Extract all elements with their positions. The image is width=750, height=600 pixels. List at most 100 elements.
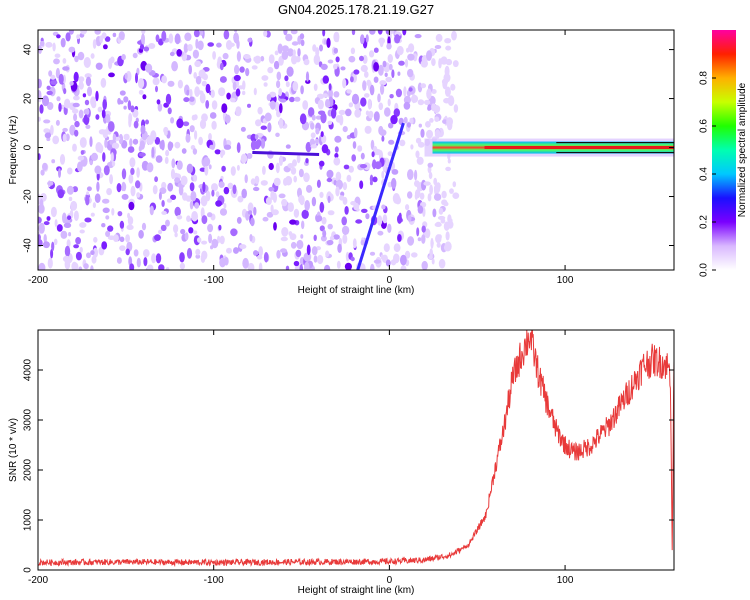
noise-speckle bbox=[47, 181, 54, 186]
noise-speckle bbox=[121, 54, 126, 61]
spectrogram-noise bbox=[38, 30, 460, 270]
noise-speckle bbox=[199, 92, 206, 104]
noise-speckle bbox=[145, 119, 149, 125]
noise-speckle bbox=[86, 186, 92, 192]
noise-speckle bbox=[260, 138, 266, 149]
noise-speckle bbox=[417, 99, 425, 106]
noise-speckle bbox=[63, 222, 72, 228]
noise-speckle bbox=[174, 141, 181, 149]
noise-speckle bbox=[397, 234, 402, 242]
noise-speckle bbox=[119, 245, 126, 252]
noise-speckle bbox=[117, 211, 123, 217]
noise-speckle bbox=[326, 239, 334, 246]
noise-speckle bbox=[90, 265, 94, 270]
noise-speckle bbox=[260, 55, 265, 62]
noise-speckle bbox=[83, 57, 91, 68]
noise-speckle bbox=[247, 210, 253, 215]
noise-speckle bbox=[319, 44, 323, 52]
noise-speckle bbox=[90, 53, 95, 59]
noise-speckle bbox=[129, 263, 135, 270]
noise-speckle bbox=[171, 60, 179, 72]
noise-speckle bbox=[136, 257, 141, 268]
noise-speckle bbox=[72, 102, 80, 108]
noise-speckle bbox=[438, 258, 446, 269]
noise-speckle bbox=[453, 104, 459, 113]
noise-speckle bbox=[387, 151, 393, 157]
noise-speckle bbox=[440, 218, 446, 224]
noise-speckle bbox=[234, 30, 238, 33]
noise-speckle bbox=[174, 206, 181, 217]
noise-speckle bbox=[316, 215, 323, 222]
noise-speckle bbox=[452, 181, 457, 188]
noise-speckle bbox=[334, 152, 339, 159]
y-tick-label: 0 bbox=[23, 144, 34, 150]
noise-speckle bbox=[212, 51, 217, 60]
noise-speckle bbox=[116, 257, 122, 264]
spectrogram-x-ticks: -200 -100 0 100 bbox=[28, 30, 574, 286]
noise-speckle bbox=[119, 236, 125, 243]
noise-speckle bbox=[38, 216, 42, 224]
noise-speckle bbox=[385, 259, 391, 267]
noise-speckle bbox=[262, 216, 269, 222]
noise-speckle bbox=[293, 175, 298, 183]
colorbar: 0.0 0.2 0.4 0.6 0.8 Normalized spectral ampl… bbox=[699, 30, 748, 277]
noise-speckle bbox=[213, 239, 218, 246]
spectrogram-features bbox=[252, 122, 674, 270]
noise-speckle bbox=[281, 198, 288, 207]
noise-speckle bbox=[129, 138, 133, 147]
noise-speckle bbox=[68, 30, 74, 35]
noise-speckle bbox=[427, 105, 431, 111]
noise-speckle bbox=[65, 32, 71, 42]
noise-speckle bbox=[313, 255, 318, 263]
noise-speckle bbox=[341, 216, 348, 226]
noise-speckle bbox=[225, 40, 233, 50]
noise-speckle bbox=[393, 243, 401, 253]
noise-speckle bbox=[361, 208, 368, 213]
noise-speckle bbox=[351, 154, 357, 162]
noise-speckle bbox=[236, 216, 242, 224]
snr-y-ticks: 0 1000 2000 3000 4000 bbox=[23, 358, 674, 573]
noise-speckle bbox=[414, 34, 422, 39]
noise-speckle bbox=[369, 174, 374, 183]
noise-speckle bbox=[127, 146, 135, 153]
noise-speckle bbox=[96, 181, 100, 192]
noise-speckle bbox=[63, 88, 67, 95]
noise-speckle bbox=[62, 66, 70, 71]
noise-speckle bbox=[146, 162, 154, 173]
noise-speckle bbox=[360, 152, 365, 160]
noise-speckle bbox=[50, 248, 54, 259]
noise-speckle bbox=[426, 129, 433, 139]
noise-speckle bbox=[306, 184, 313, 193]
noise-speckle bbox=[450, 83, 456, 91]
noise-speckle bbox=[38, 262, 46, 270]
noise-speckle bbox=[267, 66, 274, 74]
noise-speckle bbox=[216, 42, 222, 48]
noise-speckle bbox=[434, 45, 442, 49]
noise-speckle bbox=[387, 54, 393, 63]
noise-speckle bbox=[60, 230, 68, 239]
noise-speckle bbox=[169, 142, 174, 149]
noise-speckle bbox=[55, 67, 61, 79]
noise-speckle bbox=[99, 35, 103, 44]
noise-speckle bbox=[404, 58, 409, 68]
noise-speckle bbox=[68, 232, 72, 237]
noise-speckle bbox=[377, 230, 384, 236]
noise-speckle bbox=[235, 88, 241, 97]
noise-speckle bbox=[373, 259, 381, 264]
noise-speckle bbox=[403, 95, 411, 105]
noise-speckle bbox=[431, 58, 436, 67]
noise-speckle bbox=[138, 89, 144, 95]
noise-speckle bbox=[224, 114, 231, 124]
noise-speckle bbox=[290, 241, 297, 249]
noise-speckle bbox=[421, 225, 426, 233]
noise-speckle bbox=[54, 53, 61, 58]
noise-speckle bbox=[92, 39, 97, 49]
noise-speckle bbox=[218, 87, 226, 97]
noise-speckle bbox=[73, 113, 78, 122]
noise-speckle bbox=[441, 78, 449, 86]
noise-speckle bbox=[78, 109, 84, 119]
noise-speckle bbox=[329, 235, 335, 241]
noise-speckle bbox=[156, 99, 161, 105]
noise-speckle bbox=[218, 181, 225, 188]
noise-speckle bbox=[48, 70, 53, 77]
